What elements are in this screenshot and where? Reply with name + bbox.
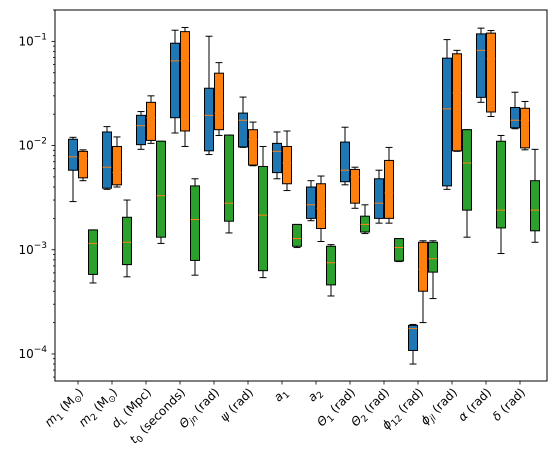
box-body xyxy=(282,145,292,185)
box-0-5 xyxy=(238,96,248,148)
box-body xyxy=(88,229,98,275)
box-body xyxy=(190,185,200,261)
box-0-13 xyxy=(510,91,520,130)
box-2-11 xyxy=(462,129,472,238)
y-tick-label: 10−4 xyxy=(18,345,47,361)
box-2-4 xyxy=(224,134,234,234)
box-0-7 xyxy=(306,180,316,222)
box-1-13 xyxy=(520,100,530,151)
box-body xyxy=(486,32,496,113)
box-body xyxy=(170,42,180,119)
box-2-2 xyxy=(156,140,166,244)
box-body xyxy=(292,223,302,247)
box-2-1 xyxy=(122,199,132,278)
box-body xyxy=(248,129,258,166)
box-body xyxy=(510,106,520,129)
plot-frame xyxy=(54,9,548,382)
x-category-label: δ (rad) xyxy=(490,385,529,424)
box-body xyxy=(452,53,462,152)
box-body xyxy=(316,183,326,229)
box-0-4 xyxy=(204,35,214,156)
box-2-3 xyxy=(190,178,200,276)
box-body xyxy=(462,129,472,211)
box-1-4 xyxy=(214,62,224,136)
box-body xyxy=(214,72,224,131)
box-body xyxy=(224,134,234,222)
box-body xyxy=(180,31,190,132)
box-body xyxy=(326,245,336,286)
box-body xyxy=(136,114,146,146)
box-body xyxy=(146,101,156,141)
box-0-2 xyxy=(136,111,146,150)
box-body xyxy=(394,238,404,262)
box-2-6 xyxy=(292,223,302,249)
x-category-label: α (rad) xyxy=(455,385,494,424)
box-2-10 xyxy=(428,240,438,300)
boxes-layer xyxy=(68,26,540,365)
x-category-label: a1 xyxy=(271,385,292,406)
box-body xyxy=(102,131,112,189)
box-body xyxy=(428,241,438,273)
box-2-7 xyxy=(326,244,336,297)
box-body xyxy=(238,112,248,148)
box-0-9 xyxy=(374,169,384,224)
x-category-label: a2 xyxy=(305,385,326,406)
x-category-label: ϕjl (rad) xyxy=(418,385,463,430)
y-tick-label: 10−3 xyxy=(18,241,47,257)
box-body xyxy=(384,159,394,219)
box-0-6 xyxy=(272,131,282,180)
box-0-11 xyxy=(442,39,452,190)
box-body xyxy=(122,216,132,266)
x-axis: m1 (M⊙)m2 (M⊙)dL (Mpc)t0 (seconds)Θjn (r… xyxy=(42,381,529,447)
box-body xyxy=(156,140,166,238)
box-body xyxy=(408,324,418,351)
box-0-0 xyxy=(68,136,78,203)
box-2-9 xyxy=(394,238,404,263)
box-1-3 xyxy=(180,26,190,147)
box-1-1 xyxy=(112,136,122,188)
box-0-8 xyxy=(340,126,350,186)
box-body xyxy=(258,165,268,272)
box-0-12 xyxy=(476,27,486,103)
y-axis: 10−4 10−3 10−2 10−1 xyxy=(18,9,55,378)
box-0-1 xyxy=(102,126,112,190)
box-2-8 xyxy=(360,204,370,235)
box-2-5 xyxy=(258,145,268,279)
box-body xyxy=(68,138,78,171)
y-tick-label: 10−2 xyxy=(18,137,47,153)
y-tick-label: 10−1 xyxy=(18,32,47,48)
box-1-5 xyxy=(248,121,258,167)
box-1-6 xyxy=(282,130,292,192)
box-body xyxy=(306,186,316,219)
box-2-12 xyxy=(496,134,506,255)
box-body xyxy=(496,140,506,229)
box-body xyxy=(374,178,384,219)
box-1-0 xyxy=(78,149,88,182)
box-body xyxy=(520,107,530,149)
box-1-10 xyxy=(418,240,428,324)
box-body xyxy=(476,33,486,98)
box-1-7 xyxy=(316,175,326,243)
box-1-9 xyxy=(384,146,394,224)
box-body xyxy=(112,145,122,186)
box-2-0 xyxy=(88,229,98,284)
box-body xyxy=(350,168,360,204)
box-body xyxy=(204,87,214,152)
box-1-12 xyxy=(486,30,496,118)
box-1-2 xyxy=(146,95,156,144)
box-1-8 xyxy=(350,166,360,209)
plot-area xyxy=(55,10,547,381)
x-category-label: ψ (rad) xyxy=(217,385,256,424)
box-0-10 xyxy=(408,323,418,365)
box-body xyxy=(272,142,282,174)
box-body xyxy=(78,150,88,179)
box-body xyxy=(340,141,350,183)
box-2-13 xyxy=(530,148,540,243)
box-0-3 xyxy=(170,29,180,134)
box-body xyxy=(418,241,428,292)
box-body xyxy=(530,180,540,232)
box-body xyxy=(442,57,452,187)
box-1-11 xyxy=(452,49,462,152)
